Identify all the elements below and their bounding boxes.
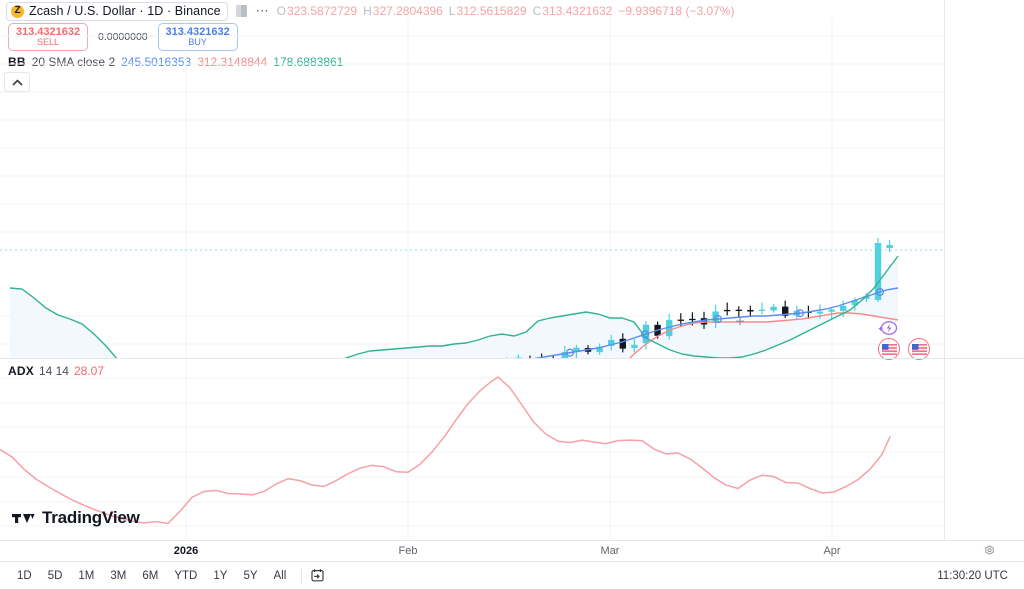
ohlc-values: O 323.5872729 H 327.2804396 L 312.5615829 C… [277,4,735,18]
range-button-all[interactable]: All [273,569,287,582]
bb-indicator-params: 20 SMA close 2 [31,55,116,69]
range-button-5y[interactable]: 5Y [243,569,258,582]
buy-price: 313.4321632 [165,25,230,38]
adx-chart-canvas[interactable] [0,360,944,540]
range-button-5d[interactable]: 5D [47,569,63,582]
tradingview-logo [12,514,35,523]
adx-indicator-params: 14 14 [38,364,69,378]
ai-spark-icon[interactable] [878,320,898,338]
ohlc-change-pct: (−3.07%) [685,4,735,18]
time-axis-label: 2026 [173,545,199,557]
symbol-button[interactable]: Z Zcash / U.S. Dollar · 1D · Binance [6,1,228,21]
us-flag-badge-icon-2[interactable] [908,338,930,360]
range-button-ytd[interactable]: YTD [174,569,198,582]
ohlc-close-value: 313.4321632 [542,4,613,18]
zcash-icon: Z [11,4,24,18]
ohlc-open-label: O [276,4,287,18]
ohlc-change-abs: −9.9396718 [618,4,683,18]
ohlc-high-value: 327.2804396 [372,4,443,18]
buy-button[interactable]: 313.4321632 BUY [157,23,238,51]
bollinger-bands-legend[interactable]: BB 20 SMA close 2 245.5016353 312.314884… [8,55,343,69]
ohlc-open-value: 323.5872729 [287,4,358,18]
time-axis-label: Apr [823,545,841,557]
sell-price: 313.4321632 [15,25,81,38]
trade-buttons: 313.4321632 SELL 0.0000000 313.4321632 B… [8,23,238,51]
ohlc-low-label: L [448,4,456,18]
scale-separator [944,358,1024,359]
pane-separator[interactable] [0,358,1024,359]
goto-date-icon[interactable] [310,568,325,583]
time-axis[interactable]: 2026 Feb Mar Apr [0,540,1024,561]
price-pane[interactable] [0,18,944,358]
time-axis-label: Mar [600,545,620,557]
more-options-icon[interactable]: ⋯ [255,3,270,18]
adx-indicator-value: 28.07 [73,364,104,378]
range-button-1m[interactable]: 1M [78,569,95,582]
range-button-3m[interactable]: 3M [110,569,127,582]
time-axis-label: Feb [398,545,418,557]
candles-icon[interactable] [235,5,247,17]
adx-legend[interactable]: ADX 14 14 28.07 [8,364,104,378]
price-scale[interactable]: USD ▼ 700.0000000650.0000000600.00000005… [944,0,1024,540]
pane-collapse-button[interactable] [4,72,30,92]
ohlc-close-label: C [532,4,542,18]
sell-button[interactable]: 313.4321632 SELL [8,23,88,51]
range-button-1d[interactable]: 1D [17,569,32,582]
timezone-gear-icon[interactable] [983,545,996,563]
toolbar-divider [301,568,303,583]
chevron-up-icon [11,78,23,86]
tradingview-watermark: TradingView [12,508,140,528]
us-flag-badge-icon[interactable] [878,338,900,360]
adx-indicator-name: ADX [8,364,34,378]
bb-lower-value: 178.6883861 [273,55,344,69]
bb-upper-value: 312.3148844 [197,55,268,69]
bb-indicator-name: BB [8,55,26,69]
buy-label: BUY [188,37,207,48]
symbol-title: Zcash / U.S. Dollar · 1D · Binance [29,4,221,18]
price-chart-canvas[interactable] [0,18,944,358]
chart-legend-header: Z Zcash / U.S. Dollar · 1D · Binance ⋯ O… [6,1,735,21]
bb-basis-value: 245.5016353 [121,55,192,69]
ohlc-low-value: 312.5615829 [456,4,527,18]
utc-clock: 11:30:20 UTC [937,569,1008,582]
spread-value: 0.0000000 [98,31,148,43]
range-button-6m[interactable]: 6M [142,569,159,582]
sell-label: SELL [36,37,60,48]
range-button-1y[interactable]: 1Y [213,569,228,582]
watermark-text: TradingView [42,508,140,527]
bottom-toolbar: 1D 5D 1M 3M 6M YTD 1Y 5Y All 11:30:20 UTC [0,561,1024,589]
adx-pane[interactable] [0,360,944,540]
ohlc-high-label: H [363,4,372,18]
